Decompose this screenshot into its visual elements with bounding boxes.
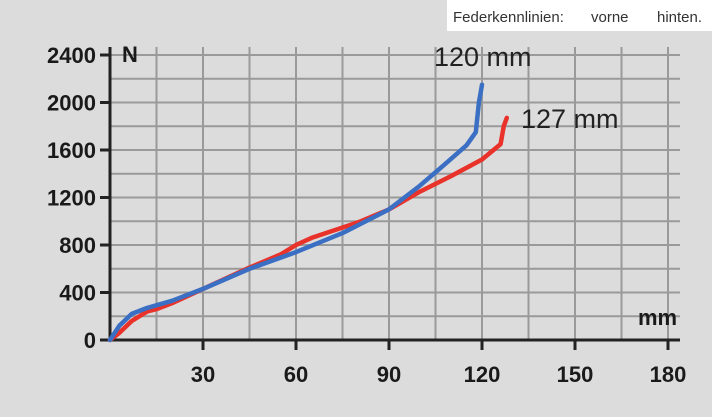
annotation-front-travel: 120 mm bbox=[434, 42, 532, 72]
legend-label-rear: hinten. bbox=[657, 9, 702, 26]
x-tick-label: 90 bbox=[377, 362, 401, 387]
axes bbox=[100, 47, 680, 350]
legend-swatch-front bbox=[572, 9, 586, 23]
legend-title: Federkennlinien: bbox=[453, 9, 564, 26]
x-axis-unit: mm bbox=[638, 305, 677, 330]
y-tick-label: 2400 bbox=[47, 43, 96, 68]
grid bbox=[110, 47, 680, 340]
legend: Federkennlinien: vorne hinten. bbox=[447, 0, 712, 31]
annotation-rear-travel: 127 mm bbox=[521, 104, 619, 134]
x-tick-label: 180 bbox=[650, 362, 687, 387]
tick-labels: 0 400 800 1200 1600 2000 2400 30 60 90 120 150 180 bbox=[47, 43, 686, 387]
y-axis-unit: N bbox=[122, 42, 138, 67]
legend-swatch-rear bbox=[638, 9, 652, 23]
series bbox=[107, 82, 510, 343]
y-tick-label: 2000 bbox=[47, 91, 96, 116]
y-tick-label: 1200 bbox=[47, 186, 96, 211]
y-tick-label: 800 bbox=[59, 233, 96, 258]
y-tick-label: 0 bbox=[84, 328, 96, 353]
y-tick-label: 400 bbox=[59, 281, 96, 306]
y-tick-label: 1600 bbox=[47, 138, 96, 163]
x-tick-label: 60 bbox=[284, 362, 308, 387]
x-tick-label: 150 bbox=[557, 362, 594, 387]
series-line-front bbox=[107, 82, 485, 343]
legend-label-front: vorne bbox=[591, 9, 629, 26]
x-tick-label: 30 bbox=[191, 362, 215, 387]
x-tick-label: 120 bbox=[464, 362, 501, 387]
series-line-rear bbox=[107, 115, 510, 343]
